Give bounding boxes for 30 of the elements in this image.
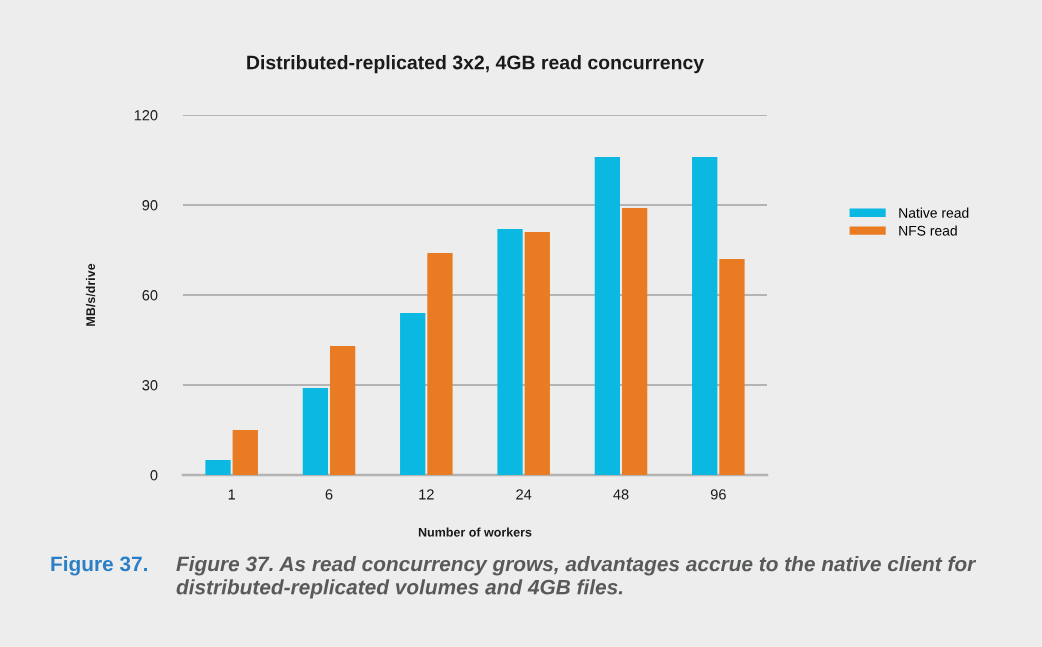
- bar: [692, 157, 718, 475]
- x-tick-label: 96: [710, 489, 726, 500]
- caption: Figure 37. As read concurrency grows, advantages accrue to the native client for distributed-replicated volumes and 4GB files.: [176, 556, 977, 599]
- bar: [594, 157, 621, 475]
- bar: [497, 229, 523, 475]
- bar: [524, 232, 550, 475]
- chart-title: Distributed-replicated 3x2, 4GB read concurrency: [247, 55, 704, 74]
- y-tick-label: 120: [134, 110, 158, 121]
- x-tick-label: 48: [613, 489, 629, 500]
- bar: [302, 388, 329, 475]
- x-tick-label: 6: [325, 489, 333, 500]
- y-axis-title: MB/s/drive: [85, 263, 96, 326]
- y-tick-label: 30: [142, 380, 158, 391]
- x-tick-label: 1: [228, 489, 236, 500]
- bar: [427, 253, 453, 475]
- y-tick-label: 60: [142, 290, 158, 301]
- bar: [205, 460, 231, 475]
- x-axis-title: Number of workers: [418, 527, 532, 537]
- y-tick-label: 90: [142, 200, 158, 211]
- bar: [621, 208, 648, 475]
- legend-label: NFS read: [899, 225, 957, 236]
- legend-label: Native read: [899, 207, 969, 218]
- caption: Figure 37.: [51, 556, 147, 576]
- bar: [232, 430, 258, 475]
- bar: [400, 313, 426, 475]
- bar: [719, 259, 745, 475]
- x-tick-label: 24: [516, 489, 532, 500]
- bar: [329, 346, 356, 475]
- x-tick-label: 12: [419, 489, 434, 500]
- y-tick-label: 0: [150, 470, 158, 481]
